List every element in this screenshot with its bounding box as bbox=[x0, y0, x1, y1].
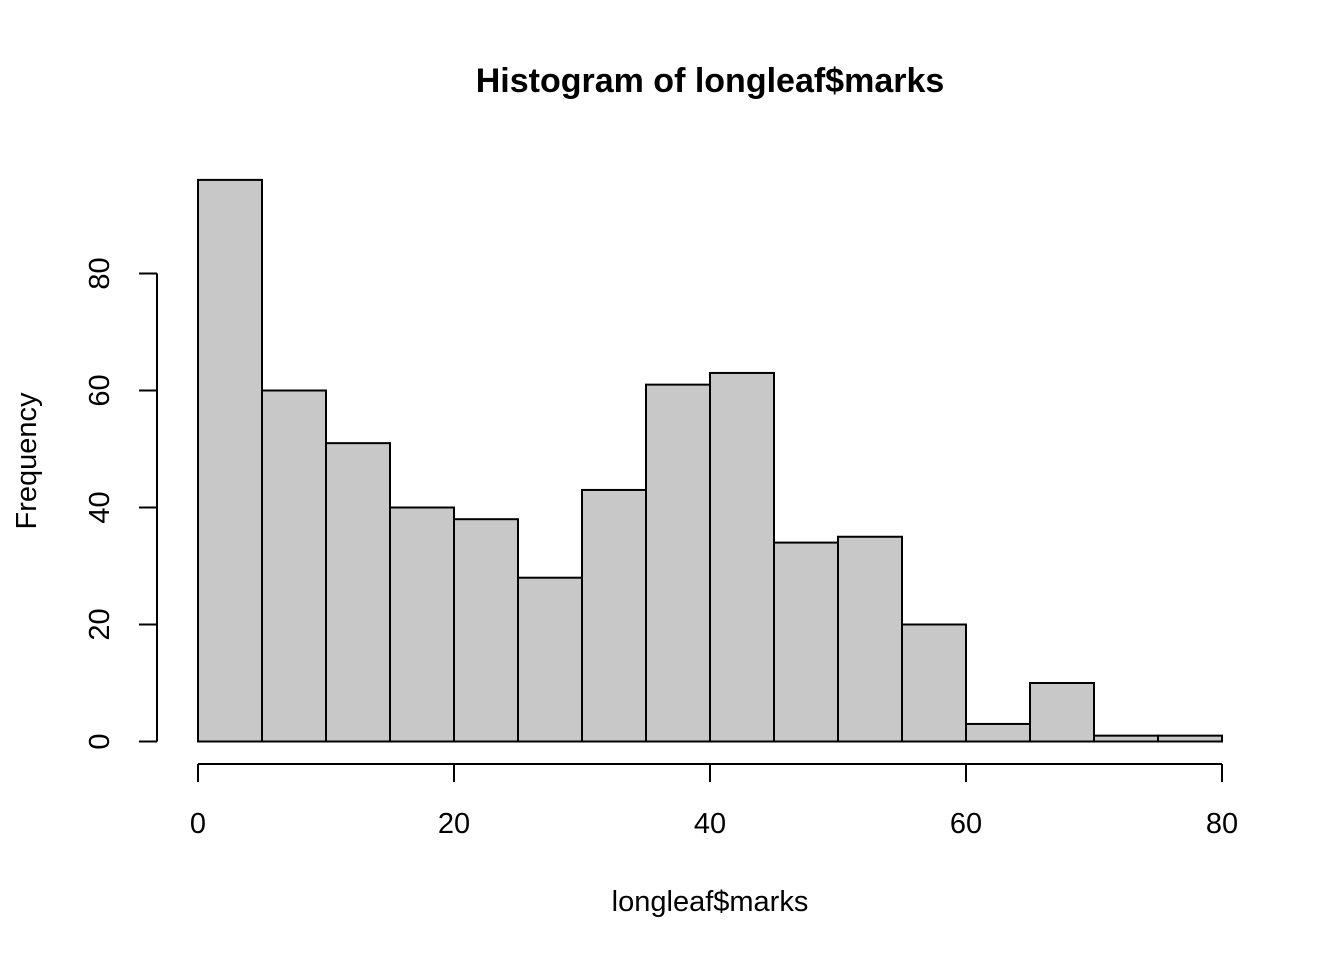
histogram-bar-11 bbox=[901, 623, 967, 743]
y-tick-label-0: 0 bbox=[84, 733, 116, 749]
histogram-bar-13 bbox=[1029, 682, 1095, 743]
histogram-bar-9 bbox=[773, 541, 839, 743]
y-tick-label-4: 80 bbox=[84, 257, 116, 289]
y-tick-label-2: 40 bbox=[84, 491, 116, 523]
histogram-bar-1 bbox=[261, 389, 327, 743]
histogram-bar-5 bbox=[517, 576, 583, 743]
x-tick-label-0: 0 bbox=[190, 808, 206, 840]
histogram-bar-4 bbox=[453, 518, 519, 743]
y-axis-label: Frequency bbox=[11, 392, 43, 530]
bars-group bbox=[197, 178, 1223, 743]
histogram-bar-7 bbox=[645, 383, 711, 743]
x-axis: 0 20 40 60 80 bbox=[190, 763, 1238, 840]
histogram-bar-3 bbox=[389, 506, 455, 743]
histogram-bar-6 bbox=[581, 488, 647, 743]
histogram-bar-2 bbox=[325, 442, 391, 743]
histogram-bar-0 bbox=[197, 178, 263, 743]
x-tick-label-1: 20 bbox=[438, 808, 470, 840]
y-tick-label-1: 20 bbox=[84, 608, 116, 640]
x-tick-label-2: 40 bbox=[694, 808, 726, 840]
x-axis-label: longleaf$marks bbox=[612, 886, 809, 918]
x-tick-label-3: 60 bbox=[950, 808, 982, 840]
histogram-bar-15 bbox=[1157, 734, 1223, 743]
histogram-bar-14 bbox=[1093, 734, 1159, 743]
y-tick-label-3: 60 bbox=[84, 374, 116, 406]
histogram-bar-10 bbox=[837, 535, 903, 743]
histogram-bar-8 bbox=[709, 371, 775, 743]
y-axis: 0 20 40 60 80 bbox=[84, 257, 158, 750]
x-tick-label-4: 80 bbox=[1206, 808, 1238, 840]
histogram-bar-12 bbox=[965, 722, 1031, 743]
chart-title: Histogram of longleaf$marks bbox=[476, 62, 945, 100]
